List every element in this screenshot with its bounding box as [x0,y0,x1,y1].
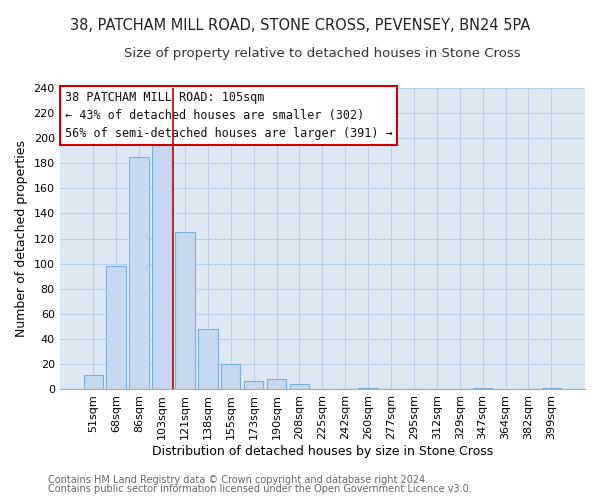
Text: Contains HM Land Registry data © Crown copyright and database right 2024.: Contains HM Land Registry data © Crown c… [48,475,428,485]
X-axis label: Distribution of detached houses by size in Stone Cross: Distribution of detached houses by size … [152,444,493,458]
Bar [175,232,194,389]
Text: 38 PATCHAM MILL ROAD: 105sqm
← 43% of detached houses are smaller (302)
56% of s: 38 PATCHAM MILL ROAD: 105sqm ← 43% of de… [65,91,392,140]
Bar [542,388,561,389]
Bar [221,364,241,389]
Bar [473,388,493,389]
Bar [198,329,218,389]
Bar [267,379,286,389]
Bar [106,266,126,389]
Bar [244,382,263,389]
Bar [358,388,378,389]
Text: 38, PATCHAM MILL ROAD, STONE CROSS, PEVENSEY, BN24 5PA: 38, PATCHAM MILL ROAD, STONE CROSS, PEVE… [70,18,530,32]
Title: Size of property relative to detached houses in Stone Cross: Size of property relative to detached ho… [124,48,521,60]
Bar [290,384,309,389]
Bar [152,138,172,389]
Y-axis label: Number of detached properties: Number of detached properties [15,140,28,337]
Bar [130,157,149,389]
Bar [83,375,103,389]
Text: Contains public sector information licensed under the Open Government Licence v3: Contains public sector information licen… [48,484,472,494]
